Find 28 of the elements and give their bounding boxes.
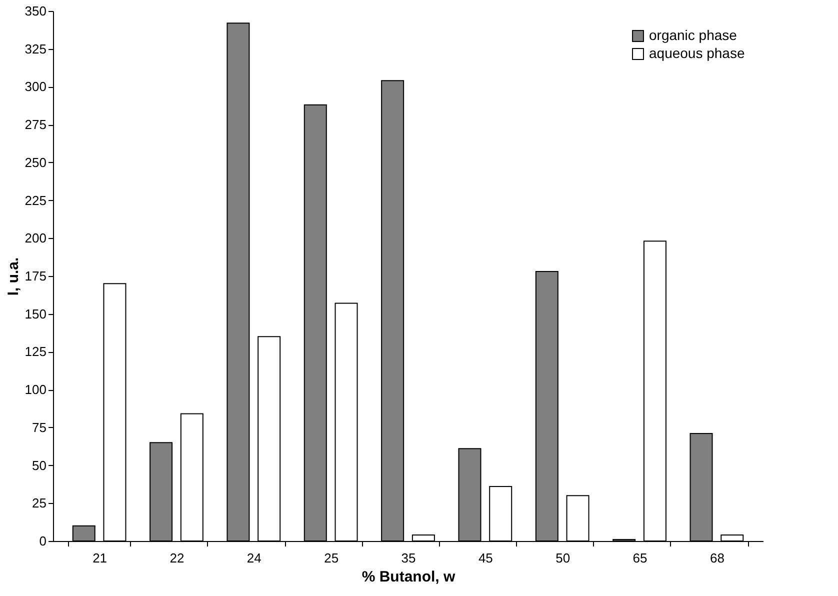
legend-label: organic phase (649, 27, 738, 43)
y-tick-label: 75 (32, 420, 46, 435)
y-tick-label: 275 (24, 117, 46, 132)
x-tick-label: 45 (478, 550, 493, 566)
y-tick-label: 225 (24, 192, 46, 208)
legend-label: aqueous phase (649, 45, 745, 61)
x-tick-label: 21 (92, 550, 108, 566)
y-tick-label: 150 (24, 306, 46, 322)
x-axis-title: % Butanol, w (362, 568, 456, 586)
y-tick-label: 100 (24, 382, 46, 398)
y-tick-label: 250 (24, 154, 46, 170)
x-tick-label: 68 (710, 550, 724, 566)
x-tick-label: 24 (246, 550, 262, 566)
y-tick-label: 50 (32, 458, 46, 473)
y-tick-label: 0 (39, 534, 46, 548)
y-axis-title: I, u.a. (4, 257, 22, 296)
x-tick-label: 25 (324, 550, 339, 566)
y-tick-label: 125 (24, 344, 46, 360)
y-tick-label: 350 (24, 4, 46, 18)
y-tick-label: 300 (24, 79, 46, 94)
x-tick-label: 22 (170, 550, 184, 566)
y-tick-label: 200 (24, 230, 46, 246)
x-tick-label: 65 (632, 550, 648, 566)
y-tick-label: 25 (32, 496, 46, 511)
x-tick-label: 35 (401, 550, 416, 566)
x-tick-label: 50 (556, 550, 570, 566)
y-tick-label: 325 (24, 41, 46, 56)
y-tick-label: 175 (24, 268, 46, 284)
